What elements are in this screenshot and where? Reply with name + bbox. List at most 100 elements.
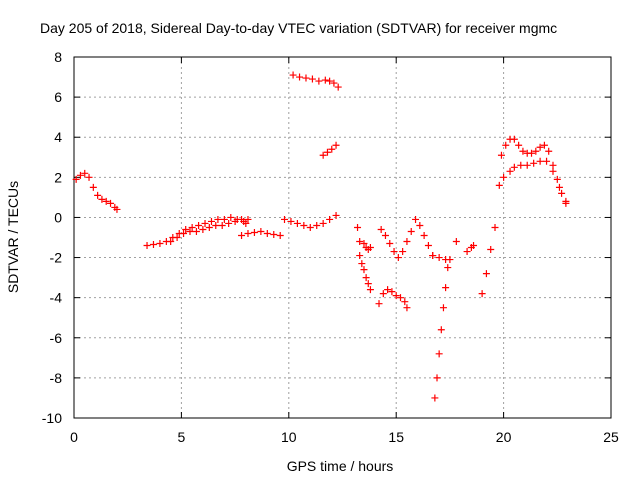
data-point xyxy=(102,197,110,205)
data-point xyxy=(429,252,437,260)
y-tick-label: 0 xyxy=(54,209,62,225)
data-point xyxy=(220,215,228,223)
x-axis-label: GPS time / hours xyxy=(287,458,394,474)
data-point xyxy=(364,280,372,288)
data-series-16 xyxy=(478,223,499,298)
data-point xyxy=(379,290,387,298)
y-axis-label: SDTVAR / TECUs xyxy=(5,181,21,293)
data-point xyxy=(85,173,93,181)
data-point xyxy=(536,143,544,151)
data-point xyxy=(313,221,321,229)
data-point xyxy=(293,219,301,227)
x-tick-label: 10 xyxy=(281,429,297,445)
data-point xyxy=(517,161,525,169)
plot-frame xyxy=(73,56,612,419)
x-tick-label: 0 xyxy=(70,429,78,445)
data-point xyxy=(358,260,366,268)
data-point xyxy=(412,215,420,223)
data-point xyxy=(532,147,540,155)
data-point xyxy=(326,215,334,223)
data-point xyxy=(281,215,289,223)
data-point xyxy=(519,147,527,155)
data-point xyxy=(319,219,327,227)
data-point xyxy=(287,217,295,225)
data-point xyxy=(81,169,89,177)
data-point xyxy=(98,195,106,203)
data-point xyxy=(375,300,383,308)
data-point xyxy=(510,163,518,171)
y-tick-label: -2 xyxy=(50,250,63,266)
data-point xyxy=(244,229,252,237)
y-tick-label: -4 xyxy=(50,290,63,306)
y-tick-label: 6 xyxy=(54,89,62,105)
data-point xyxy=(543,157,551,165)
data-point xyxy=(218,221,226,229)
y-tick-label: -8 xyxy=(50,370,63,386)
data-point xyxy=(326,77,334,85)
x-tick-label: 5 xyxy=(178,429,186,445)
data-point xyxy=(403,304,411,312)
data-point xyxy=(491,223,499,231)
data-point xyxy=(332,211,340,219)
data-point xyxy=(386,240,394,248)
data-point xyxy=(201,219,209,227)
data-series-6 xyxy=(289,71,342,91)
data-point xyxy=(452,238,460,246)
data-point xyxy=(356,238,364,246)
data-series-4 xyxy=(238,227,284,239)
data-point xyxy=(470,242,478,250)
chart-title: Day 205 of 2018, Sidereal Day-to-day VTE… xyxy=(40,20,557,36)
data-point xyxy=(396,294,404,302)
data-point xyxy=(231,217,239,225)
data-series-18 xyxy=(497,135,570,207)
data-point xyxy=(549,167,557,175)
data-series-14 xyxy=(452,238,460,246)
y-axis: -10 -8 -6 -4 -2 0 2 4 6 8 xyxy=(42,49,611,426)
data-point xyxy=(446,256,454,264)
data-point xyxy=(439,304,447,312)
data-point xyxy=(433,374,441,382)
data-point xyxy=(94,191,102,199)
data-point xyxy=(270,230,278,238)
data-point xyxy=(562,199,570,207)
data-point xyxy=(500,173,508,181)
data-series-8 xyxy=(354,223,374,254)
y-tick-label: -6 xyxy=(50,330,63,346)
data-point xyxy=(296,73,304,81)
data-point xyxy=(366,244,374,252)
data-point xyxy=(523,161,531,169)
data-point xyxy=(323,148,331,156)
data-series-7 xyxy=(319,141,340,159)
data-point xyxy=(553,175,561,183)
data-point xyxy=(149,241,157,249)
data-point xyxy=(182,225,190,233)
data-point xyxy=(76,171,84,179)
data-point xyxy=(186,227,194,235)
data-point xyxy=(377,225,385,233)
data-point xyxy=(487,246,495,254)
data-point xyxy=(435,350,443,358)
data-point xyxy=(528,149,536,157)
data-point xyxy=(442,284,450,292)
data-series-13 xyxy=(431,264,452,402)
data-point xyxy=(238,215,246,223)
data-point xyxy=(536,157,544,165)
data-point xyxy=(143,242,151,250)
data-point xyxy=(315,77,323,85)
data-point xyxy=(289,71,297,79)
data-point xyxy=(225,219,233,227)
data-point xyxy=(530,159,538,167)
data-point xyxy=(214,215,222,223)
data-point xyxy=(482,270,490,278)
data-point xyxy=(431,394,439,402)
data-point xyxy=(330,79,338,87)
data-point xyxy=(463,248,471,256)
data-series-1 xyxy=(72,169,121,213)
data-point xyxy=(276,231,284,239)
data-point xyxy=(321,76,329,84)
x-axis: 0 5 10 15 20 25 xyxy=(70,57,619,445)
data-series-15 xyxy=(463,242,478,256)
data-point xyxy=(437,326,445,334)
y-tick-label: 8 xyxy=(54,49,62,65)
data-point xyxy=(392,292,400,300)
